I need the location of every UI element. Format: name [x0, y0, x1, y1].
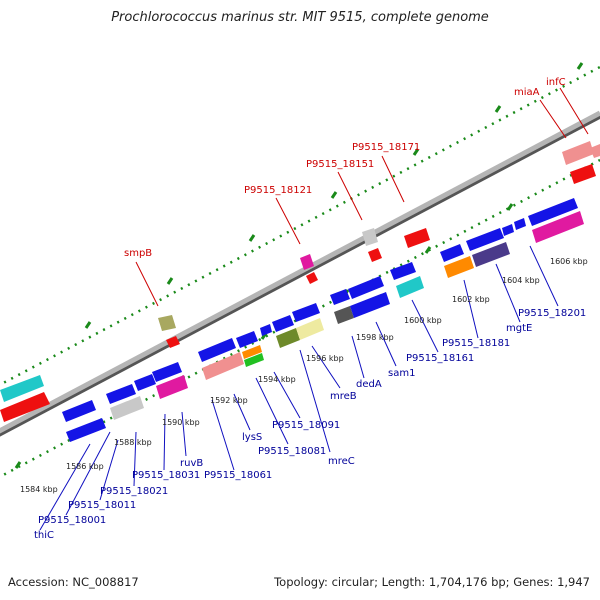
scale-label: 1594 kbp — [258, 375, 296, 384]
gene-label: P9515_18011 — [68, 500, 136, 511]
scale-label: 1606 kbp — [550, 257, 588, 266]
gene-label: P9515_18031 — [132, 470, 200, 481]
gene-block — [260, 324, 272, 336]
gene-block — [0, 375, 44, 402]
scale-label: 1584 kbp — [20, 485, 58, 494]
gene-block — [198, 338, 236, 362]
gene-block — [440, 244, 464, 262]
gene-block — [306, 272, 318, 284]
lower-gene-labels: thiC P9515_18001 P9515_18011 P9515_18021… — [34, 308, 586, 541]
gene-block — [570, 164, 596, 184]
gene-label: P9515_18161 — [406, 353, 474, 364]
upper-gene-labels: smpB P9515_18121 P9515_18151 P9515_18171… — [124, 77, 566, 259]
gene-block — [532, 211, 584, 243]
scale-label: 1602 kbp — [452, 295, 490, 304]
gene-block — [62, 400, 96, 422]
gene-label: P9515_18181 — [442, 338, 510, 349]
outer-major-ticks — [84, 62, 584, 329]
scale-label: 1592 kbp — [210, 396, 248, 405]
gene-block — [514, 218, 526, 230]
scale-label: 1600 kbp — [404, 316, 442, 325]
gene-block — [272, 315, 294, 332]
gene-label: P9515_18021 — [100, 486, 168, 497]
gene-block — [242, 345, 262, 359]
gene-block — [466, 228, 504, 251]
gene-block — [134, 374, 156, 391]
gene-label: P9515_18171 — [352, 142, 420, 153]
gene-block — [590, 144, 600, 158]
gene-label: mgtE — [506, 323, 532, 334]
gene-block — [66, 418, 106, 442]
gene-label: sam1 — [388, 368, 415, 379]
gene-block — [152, 362, 182, 382]
forward-genes — [0, 141, 600, 422]
gene-block — [158, 315, 176, 331]
scale-label: 1590 kbp — [162, 418, 200, 427]
gene-label: mreC — [328, 456, 355, 467]
gene-block — [300, 254, 314, 270]
gene-block — [276, 328, 300, 348]
lower-label-connectors — [39, 245, 559, 531]
gene-block — [348, 276, 384, 299]
gene-block — [362, 228, 378, 246]
scale-label: 1596 kbp — [306, 354, 344, 363]
gene-block — [368, 248, 382, 262]
gene-block — [110, 396, 144, 420]
gene-block — [0, 392, 50, 422]
gene-block — [330, 289, 350, 305]
gene-label: miaA — [514, 87, 540, 98]
upper-label-connectors — [135, 87, 589, 307]
gene-block — [404, 228, 430, 248]
gene-label: lysS — [242, 432, 262, 443]
gene-label: P9515_18061 — [204, 470, 272, 481]
gene-label: smpB — [124, 248, 152, 259]
inner-tick-ring — [0, 158, 600, 479]
gene-block — [444, 256, 474, 278]
gene-block — [350, 292, 390, 318]
gene-label: ruvB — [180, 458, 203, 469]
gene-label: P9515_18001 — [38, 515, 106, 526]
gene-label: mreB — [330, 391, 357, 402]
reverse-genes — [66, 211, 584, 442]
gene-label: dedA — [356, 379, 382, 390]
gene-block — [390, 262, 416, 280]
scale-label: 1604 kbp — [502, 276, 540, 285]
gene-block — [296, 318, 324, 340]
gene-block — [472, 242, 510, 267]
scale-label: 1588 kbp — [114, 438, 152, 447]
scale-label: 1586 kbp — [66, 462, 104, 471]
gene-block — [502, 224, 514, 236]
upper-small-genes — [158, 228, 430, 348]
gene-label: thiC — [34, 530, 54, 541]
gene-label: P9515_18121 — [244, 185, 312, 196]
map-title: Prochlorococcus marinus str. MIT 9515, c… — [111, 10, 489, 25]
gene-block — [106, 384, 136, 404]
gene-block — [202, 352, 244, 380]
outer-tick-ring — [0, 65, 600, 387]
gene-block — [156, 375, 188, 399]
gene-block — [166, 336, 180, 348]
gene-label: P9515_18091 — [272, 420, 340, 431]
scale-label: 1598 kbp — [356, 333, 394, 342]
scale-labels: 1584 kbp 1586 kbp 1588 kbp 1590 kbp 1592… — [20, 257, 588, 494]
gene-block — [396, 276, 424, 298]
gene-label: P9515_18081 — [258, 446, 326, 457]
gene-block — [528, 198, 578, 226]
gene-block — [236, 331, 258, 348]
gene-label: P9515_18151 — [306, 159, 374, 170]
gene-label: infC — [546, 77, 566, 88]
gene-block — [334, 306, 354, 324]
gene-block — [292, 303, 320, 322]
genome-summary-text: Topology: circular; Length: 1,704,176 bp… — [274, 575, 590, 589]
accession-text: Accession: NC_008817 — [8, 575, 139, 589]
gene-label: P9515_18201 — [518, 308, 586, 319]
gene-block — [244, 353, 264, 367]
gene-block — [562, 141, 594, 165]
genome-backbone — [0, 110, 600, 434]
